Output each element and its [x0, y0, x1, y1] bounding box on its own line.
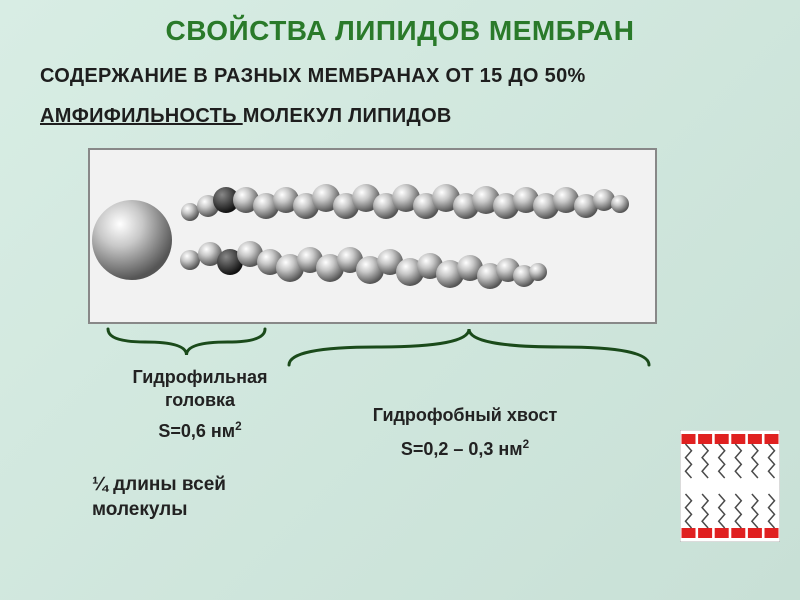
length-line1: ¼ длины всей — [92, 474, 226, 495]
label-tail-area: S=0,2 – 0,3 нм2 — [330, 438, 600, 460]
bilayer-diagram — [680, 430, 780, 542]
title: СВОЙСТВА ЛИПИДОВ МЕМБРАН — [0, 15, 800, 47]
label-length-fraction: ¼ длины всей молекулы — [92, 473, 226, 522]
molecule-figure — [88, 148, 657, 324]
length-line2: молекулы — [92, 499, 187, 520]
head-line1: Гидрофильная — [133, 367, 268, 387]
label-hydrophobic-tail: Гидрофобный хвост — [330, 405, 600, 426]
tail-area-exp: 2 — [523, 438, 530, 451]
tail-area-value: S=0,2 – 0,3 нм — [401, 439, 523, 459]
amph-rest: МОЛЕКУЛ ЛИПИДОВ — [243, 105, 452, 127]
brace-tail-icon — [285, 325, 653, 369]
slide: СВОЙСТВА ЛИПИДОВ МЕМБРАН СОДЕРЖАНИЕ В РА… — [0, 0, 800, 600]
brace-head-icon — [104, 325, 269, 359]
head-line2: головка — [165, 390, 235, 410]
head-area-exp: 2 — [235, 420, 242, 433]
subtitle-membrane-content: СОДЕРЖАНИЕ В РАЗНЫХ МЕМБРАНАХ ОТ 15 ДО 5… — [40, 65, 586, 88]
head-area-value: S=0,6 нм — [158, 421, 235, 441]
subtitle-amphiphilicity: АМФИФИЛЬНОСТЬ МОЛЕКУЛ ЛИПИДОВ — [40, 105, 452, 128]
label-hydrophilic-head: Гидрофильная головка — [115, 366, 285, 413]
label-head-area: S=0,6 нм2 — [125, 420, 275, 442]
lipid-molecule-diagram — [90, 150, 655, 322]
amph-underlined: АМФИФИЛЬНОСТЬ — [40, 105, 243, 127]
